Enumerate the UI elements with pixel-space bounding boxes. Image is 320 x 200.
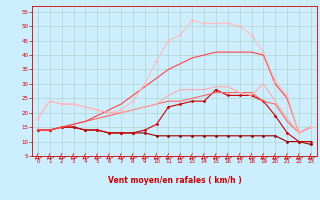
X-axis label: Vent moyen/en rafales ( km/h ): Vent moyen/en rafales ( km/h ) (108, 176, 241, 185)
